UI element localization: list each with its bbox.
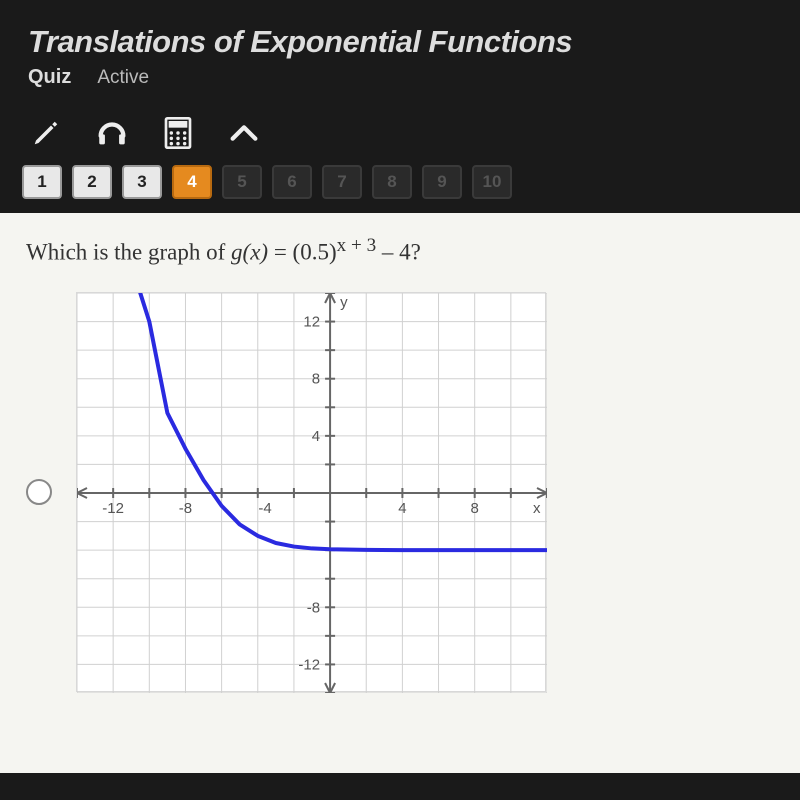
svg-text:8: 8 xyxy=(471,500,479,517)
question-nav-7[interactable]: 7 xyxy=(322,165,362,199)
question-nav-5[interactable]: 5 xyxy=(222,165,262,199)
collapse-icon[interactable] xyxy=(226,115,262,151)
page-title: Translations of Exponential Functions xyxy=(28,24,772,60)
svg-text:8: 8 xyxy=(312,370,320,387)
question-nav-9[interactable]: 9 xyxy=(422,165,462,199)
choice-radio[interactable] xyxy=(26,479,52,505)
question-text: Which is the graph of g(x) = (0.5)x + 3 … xyxy=(26,235,774,266)
question-nav-8[interactable]: 8 xyxy=(372,165,412,199)
svg-text:-4: -4 xyxy=(258,500,271,517)
svg-text:x: x xyxy=(533,500,541,517)
graph: -12 -8 4 8 12 8 4 -8 -12 -4 x y xyxy=(76,292,546,692)
svg-text:-8: -8 xyxy=(307,599,320,616)
pencil-icon[interactable] xyxy=(28,115,64,151)
svg-text:12: 12 xyxy=(303,313,320,330)
question-nav-1[interactable]: 1 xyxy=(22,165,62,199)
question-nav-2[interactable]: 2 xyxy=(72,165,112,199)
svg-text:-12: -12 xyxy=(298,656,320,673)
status-label: Active xyxy=(97,67,149,89)
svg-text:y: y xyxy=(340,294,348,311)
headphones-icon[interactable] xyxy=(94,115,130,151)
toolbar xyxy=(0,101,800,161)
content-area: Which is the graph of g(x) = (0.5)x + 3 … xyxy=(0,213,800,773)
question-nav-10[interactable]: 10 xyxy=(472,165,512,199)
question-nav-3[interactable]: 3 xyxy=(122,165,162,199)
question-nav: 123456789 10 xyxy=(0,161,800,213)
svg-text:-8: -8 xyxy=(179,500,192,517)
question-nav-4[interactable]: 4 xyxy=(172,165,212,199)
svg-text:4: 4 xyxy=(398,500,406,517)
quiz-label: Quiz xyxy=(28,66,71,89)
question-nav-6[interactable]: 6 xyxy=(272,165,312,199)
svg-text:-12: -12 xyxy=(102,500,124,517)
svg-text:4: 4 xyxy=(312,428,320,445)
calculator-icon[interactable] xyxy=(160,115,196,151)
